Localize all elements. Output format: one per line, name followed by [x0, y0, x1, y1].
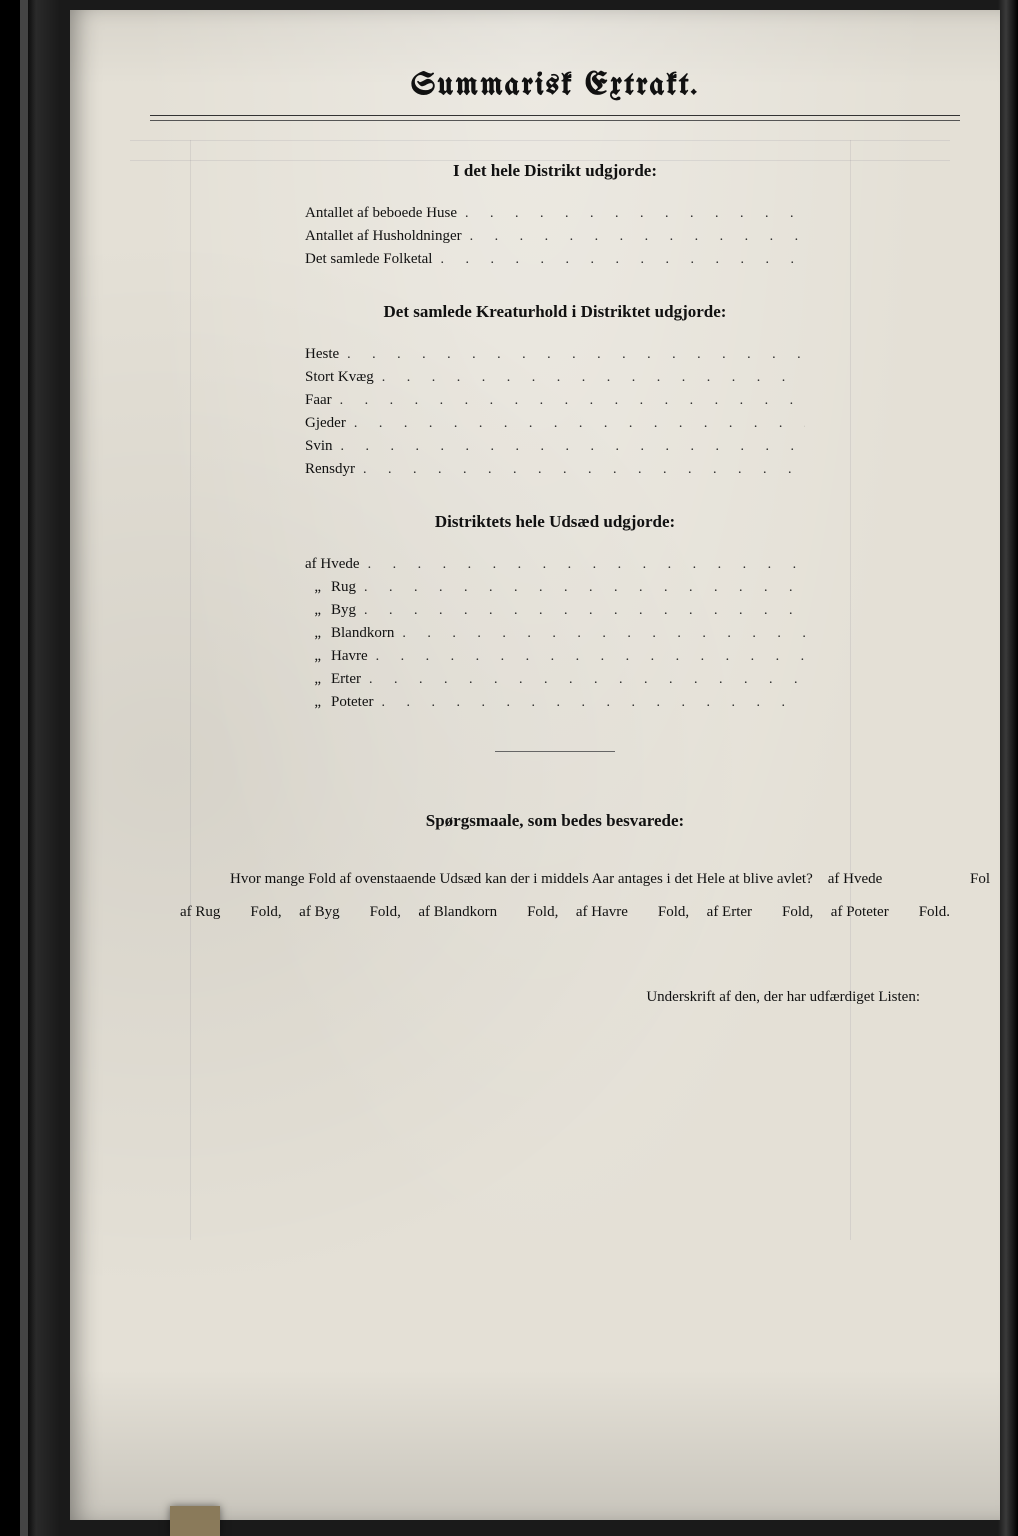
item-list: af Hvede. . . . . . . . . . . . . . . . …: [305, 556, 805, 711]
rule-top-2: [150, 120, 960, 121]
section-heading: I det hele Distrikt udgjorde:: [150, 161, 960, 181]
faint-rule: [130, 140, 950, 141]
item-row: Svin. . . . . . . . . . . . . . . . . . …: [305, 438, 805, 455]
sections: I det hele Distrikt udgjorde: Antallet af…: [150, 161, 960, 711]
item-label: „Blandkorn: [305, 625, 394, 642]
item-label: Rensdyr: [305, 461, 355, 478]
leader-dots: . . . . . . . . . . . . . . . . . . . .: [432, 252, 805, 268]
item-label: Antallet af Husholdninger: [305, 228, 462, 245]
item-row: „Rug. . . . . . . . . . . . . . . . . . …: [305, 579, 805, 596]
signature-line: Underskrift af den, der har udfærdiget L…: [150, 989, 960, 1006]
item-row: „Poteter. . . . . . . . . . . . . . . . …: [305, 694, 805, 711]
item-row: Rensdyr. . . . . . . . . . . . . . . . .…: [305, 461, 805, 478]
rule-top-1: [150, 115, 960, 116]
faint-rule: [130, 160, 950, 161]
ditto-mark: „: [305, 694, 321, 711]
item-label: af Hvede: [305, 556, 360, 573]
item-label: Stort Kvæg: [305, 369, 374, 386]
leader-dots: . . . . . . . . . . . . . . . . . . . .: [374, 370, 805, 386]
questions-heading: Spørgsmaale, som bedes besvarede:: [150, 802, 960, 839]
leader-dots: . . . . . . . . . . . . . . . . . . . .: [361, 672, 805, 688]
item-row: Heste. . . . . . . . . . . . . . . . . .…: [305, 346, 805, 363]
small-divider: [495, 751, 615, 752]
item-row: Stort Kvæg. . . . . . . . . . . . . . . …: [305, 369, 805, 386]
ditto-mark: „: [305, 602, 321, 619]
leader-dots: . . . . . . . . . . . . . . . . . . . .: [368, 649, 805, 665]
ditto-mark: „: [305, 579, 321, 596]
item-label: „Erter: [305, 671, 361, 688]
item-label: „Havre: [305, 648, 368, 665]
question-intro-text: Hvor mange Fold af ovenstaaende Udsæd ka…: [230, 871, 813, 887]
item-row: Gjeder. . . . . . . . . . . . . . . . . …: [305, 415, 805, 432]
leader-dots: . . . . . . . . . . . . . . . . . . . .: [356, 603, 805, 619]
item-row: Antallet af Husholdninger. . . . . . . .…: [305, 228, 805, 245]
item-row: Antallet af beboede Huse. . . . . . . . …: [305, 205, 805, 222]
right-cut-fragment: Fol: [970, 863, 990, 896]
leader-dots: . . . . . . . . . . . . . . . . . . . .: [355, 462, 805, 478]
item-list: Heste. . . . . . . . . . . . . . . . . .…: [305, 346, 805, 478]
leader-dots: . . . . . . . . . . . . . . . . . . . .: [333, 439, 805, 455]
leader-dots: . . . . . . . . . . . . . . . . . . . .: [462, 229, 805, 245]
page-title: Summarisk Extrakt.: [150, 70, 960, 103]
ditto-mark: „: [305, 648, 321, 665]
item-label: Antallet af beboede Huse: [305, 205, 457, 222]
fold-item: af Havre Fold,: [576, 896, 697, 929]
item-label: Heste: [305, 346, 339, 363]
fold-item: af Erter Fold,: [707, 896, 821, 929]
ditto-mark: „: [305, 625, 321, 642]
faint-vertical: [190, 140, 191, 1240]
faint-vertical: [850, 140, 851, 1240]
leader-dots: . . . . . . . . . . . . . . . . . . . .: [332, 393, 805, 409]
leader-dots: . . . . . . . . . . . . . . . . . . . .: [374, 695, 806, 711]
leader-dots: . . . . . . . . . . . . . . . . . . . .: [360, 557, 805, 573]
item-row: „Byg. . . . . . . . . . . . . . . . . . …: [305, 602, 805, 619]
leader-dots: . . . . . . . . . . . . . . . . . . . .: [339, 347, 805, 363]
leader-dots: . . . . . . . . . . . . . . . . . . . .: [457, 206, 805, 222]
item-label: „Rug: [305, 579, 356, 596]
item-row: Faar. . . . . . . . . . . . . . . . . . …: [305, 392, 805, 409]
item-row: Det samlede Folketal. . . . . . . . . . …: [305, 251, 805, 268]
item-label: „Byg: [305, 602, 356, 619]
item-row: „Erter. . . . . . . . . . . . . . . . . …: [305, 671, 805, 688]
scanner-right-edge: [998, 0, 1018, 1536]
section-heading: Distriktets hele Udsæd udgjorde:: [150, 512, 960, 532]
leader-dots: . . . . . . . . . . . . . . . . . . . .: [394, 626, 805, 642]
question-lead-crop: af Hvede: [828, 871, 883, 887]
scanner-left-frame: [0, 0, 60, 1536]
item-label: Gjeder: [305, 415, 346, 432]
bottom-tab: [170, 1506, 220, 1536]
document-page: Summarisk Extrakt. I det hele Distrikt u…: [70, 10, 1000, 1520]
item-label: Det samlede Folketal: [305, 251, 432, 268]
item-label: Svin: [305, 438, 333, 455]
fold-item: af Blandkorn Fold,: [418, 896, 566, 929]
item-list: Antallet af beboede Huse. . . . . . . . …: [305, 205, 805, 268]
item-row: „Blandkorn. . . . . . . . . . . . . . . …: [305, 625, 805, 642]
fold-item: af Rug Fold,: [180, 896, 289, 929]
item-label: Faar: [305, 392, 332, 409]
leader-dots: . . . . . . . . . . . . . . . . . . . .: [346, 416, 805, 432]
item-row: „Havre. . . . . . . . . . . . . . . . . …: [305, 648, 805, 665]
item-label: „Poteter: [305, 694, 374, 711]
fold-row: af Rug Fold, af Byg Fold, af Blandkorn F…: [150, 896, 960, 929]
leader-dots: . . . . . . . . . . . . . . . . . . . .: [356, 580, 805, 596]
questions-block: Spørgsmaale, som bedes besvarede: Hvor m…: [150, 802, 960, 929]
ditto-mark: „: [305, 671, 321, 688]
item-row: af Hvede. . . . . . . . . . . . . . . . …: [305, 556, 805, 573]
question-intro: Hvor mange Fold af ovenstaaende Udsæd ka…: [150, 863, 960, 896]
section-heading: Det samlede Kreaturhold i Distriktet udg…: [150, 302, 960, 322]
fold-item: af Byg Fold,: [299, 896, 408, 929]
